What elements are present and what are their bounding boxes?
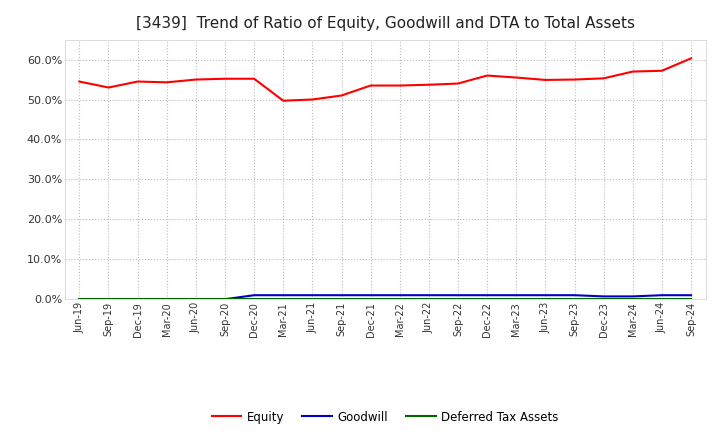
- Goodwill: [570, 293, 579, 298]
- Deferred Tax Assets: [250, 297, 258, 302]
- Deferred Tax Assets: [192, 297, 200, 302]
- Equity: [366, 83, 375, 88]
- Deferred Tax Assets: [395, 297, 404, 302]
- Goodwill: [425, 293, 433, 298]
- Deferred Tax Assets: [104, 297, 113, 302]
- Equity: [220, 76, 229, 81]
- Deferred Tax Assets: [657, 297, 666, 302]
- Equity: [570, 77, 579, 82]
- Equity: [687, 56, 696, 61]
- Goodwill: [220, 297, 229, 302]
- Equity: [425, 82, 433, 88]
- Equity: [541, 77, 550, 83]
- Goodwill: [454, 293, 462, 298]
- Equity: [395, 83, 404, 88]
- Legend: Equity, Goodwill, Deferred Tax Assets: Equity, Goodwill, Deferred Tax Assets: [207, 406, 564, 428]
- Goodwill: [133, 297, 142, 302]
- Deferred Tax Assets: [570, 297, 579, 302]
- Deferred Tax Assets: [599, 297, 608, 302]
- Deferred Tax Assets: [629, 297, 637, 302]
- Equity: [75, 79, 84, 84]
- Equity: [133, 79, 142, 84]
- Equity: [657, 68, 666, 73]
- Goodwill: [395, 293, 404, 298]
- Goodwill: [599, 294, 608, 299]
- Deferred Tax Assets: [541, 297, 550, 302]
- Deferred Tax Assets: [425, 297, 433, 302]
- Line: Goodwill: Goodwill: [79, 295, 691, 299]
- Goodwill: [629, 294, 637, 299]
- Deferred Tax Assets: [483, 297, 492, 302]
- Equity: [337, 93, 346, 98]
- Goodwill: [541, 293, 550, 298]
- Deferred Tax Assets: [163, 297, 171, 302]
- Line: Equity: Equity: [79, 59, 691, 101]
- Goodwill: [687, 293, 696, 298]
- Equity: [250, 76, 258, 81]
- Goodwill: [75, 297, 84, 302]
- Goodwill: [657, 293, 666, 298]
- Deferred Tax Assets: [512, 297, 521, 302]
- Deferred Tax Assets: [454, 297, 462, 302]
- Title: [3439]  Trend of Ratio of Equity, Goodwill and DTA to Total Assets: [3439] Trend of Ratio of Equity, Goodwil…: [135, 16, 635, 32]
- Goodwill: [163, 297, 171, 302]
- Equity: [512, 75, 521, 80]
- Goodwill: [483, 293, 492, 298]
- Goodwill: [337, 293, 346, 298]
- Goodwill: [104, 297, 113, 302]
- Equity: [163, 80, 171, 85]
- Deferred Tax Assets: [337, 297, 346, 302]
- Equity: [192, 77, 200, 82]
- Goodwill: [512, 293, 521, 298]
- Deferred Tax Assets: [220, 297, 229, 302]
- Goodwill: [308, 293, 317, 298]
- Equity: [629, 69, 637, 74]
- Deferred Tax Assets: [75, 297, 84, 302]
- Goodwill: [250, 293, 258, 298]
- Equity: [279, 98, 287, 103]
- Deferred Tax Assets: [687, 297, 696, 302]
- Goodwill: [366, 293, 375, 298]
- Equity: [483, 73, 492, 78]
- Equity: [454, 81, 462, 86]
- Goodwill: [279, 293, 287, 298]
- Deferred Tax Assets: [308, 297, 317, 302]
- Goodwill: [192, 297, 200, 302]
- Deferred Tax Assets: [133, 297, 142, 302]
- Equity: [599, 76, 608, 81]
- Equity: [104, 85, 113, 90]
- Deferred Tax Assets: [279, 297, 287, 302]
- Equity: [308, 97, 317, 102]
- Deferred Tax Assets: [366, 297, 375, 302]
